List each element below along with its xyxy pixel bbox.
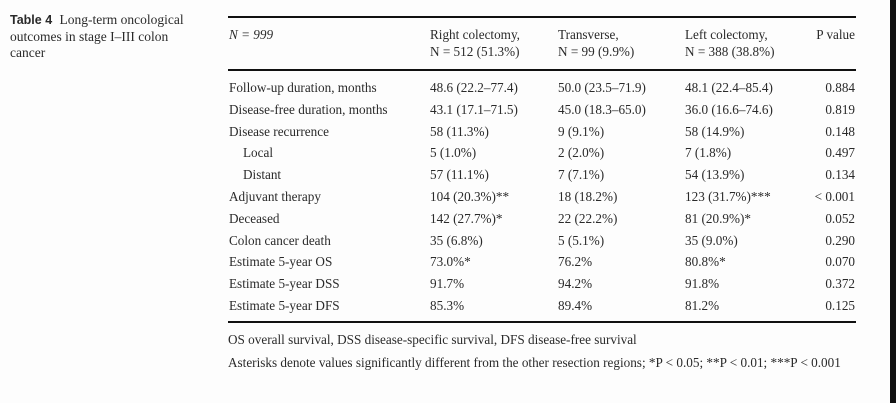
table-title: Long-term oncological outcomes in stage …	[10, 12, 184, 60]
row-label: Disease recurrence	[229, 123, 329, 139]
image-edge	[890, 0, 896, 403]
row-p-value: 0.884	[825, 80, 855, 95]
row-p-value: 0.290	[825, 232, 855, 248]
row-cell: 43.1 (17.1–71.5)	[430, 101, 518, 117]
row-p-value: 0.134	[825, 167, 855, 183]
header-n-total: N = 999	[229, 27, 273, 43]
row-label: Estimate 5-year DSS	[229, 276, 340, 292]
row-p-value: 0.148	[825, 123, 855, 139]
row-cell: 35 (6.8%)	[430, 232, 483, 248]
table-label: Table 4	[10, 13, 53, 27]
row-cell: 57 (11.1%)	[430, 167, 489, 183]
row-cell: 5 (1.0%)	[430, 145, 477, 161]
row-cell: 48.1 (22.4–85.4)	[685, 80, 773, 95]
row-cell: 104 (20.3%)**	[430, 189, 510, 204]
row-cell: 81.2%	[685, 298, 720, 313]
header-transverse: Transverse,	[558, 27, 619, 42]
row-label: Distant	[243, 167, 282, 183]
row-label: Adjuvant therapy	[229, 189, 321, 204]
row-label: Colon cancer death	[229, 232, 331, 248]
row-cell: 76.2%	[558, 254, 593, 270]
top-rule	[228, 16, 856, 18]
row-cell: 94.2%	[558, 276, 593, 292]
header-right-colectomy-n: N = 512 (51.3%)	[430, 44, 520, 59]
row-cell: 91.7%	[430, 276, 465, 292]
header-p-value: P value	[816, 27, 855, 42]
row-label: Disease-free duration, months	[229, 101, 388, 117]
row-cell: 89.4%	[558, 298, 593, 313]
n-total-text: N = 999	[229, 27, 274, 42]
row-cell: 5 (5.1%)	[558, 232, 605, 248]
row-cell: 80.8%*	[685, 254, 726, 270]
row-cell: 81 (20.9%)*	[685, 210, 751, 226]
row-cell: 22 (22.2%)	[558, 210, 618, 226]
row-cell: 50.0 (23.5–71.9)	[558, 80, 646, 95]
row-cell: 7 (7.1%)	[558, 167, 605, 183]
header-transverse-n: N = 99 (9.9%)	[558, 44, 635, 59]
row-cell: 58 (14.9%)	[685, 123, 745, 139]
row-cell: 2 (2.0%)	[558, 145, 605, 161]
row-cell: 73.0%*	[430, 254, 471, 270]
row-p-value: < 0.001	[814, 189, 855, 204]
header-rule	[228, 69, 856, 71]
row-cell: 48.6 (22.2–77.4)	[430, 80, 518, 95]
row-cell: 58 (11.3%)	[430, 123, 489, 139]
row-cell: 36.0 (16.6–74.6)	[685, 101, 773, 117]
row-label: Estimate 5-year DFS	[229, 298, 340, 313]
row-cell: 142 (27.7%)*	[430, 210, 503, 226]
row-cell: 9 (9.1%)	[558, 123, 605, 139]
row-p-value: 0.052	[825, 210, 855, 226]
table-caption: Table 4 Long-term oncological outcomes i…	[10, 12, 200, 62]
row-label: Follow-up duration, months	[229, 80, 377, 95]
header-left-colectomy: Left colectomy,	[685, 27, 768, 42]
row-cell: 91.8%	[685, 276, 720, 292]
row-label: Estimate 5-year OS	[229, 254, 333, 270]
header-left-colectomy-n: N = 388 (38.8%)	[685, 44, 775, 59]
row-cell: 45.0 (18.3–65.0)	[558, 101, 646, 117]
footnote-asterisks: Asterisks denote values significantly di…	[228, 355, 841, 370]
row-cell: 7 (1.8%)	[685, 145, 732, 161]
row-label: Local	[243, 145, 274, 161]
row-cell: 123 (31.7%)***	[685, 189, 771, 204]
row-label: Deceased	[229, 210, 280, 226]
footnote-abbreviations: OS overall survival, DSS disease-specifi…	[228, 332, 637, 347]
row-cell: 35 (9.0%)	[685, 232, 738, 248]
row-p-value: 0.372	[825, 276, 855, 292]
row-cell: 85.3%	[430, 298, 465, 313]
row-cell: 54 (13.9%)	[685, 167, 745, 183]
bottom-rule	[228, 321, 856, 323]
row-p-value: 0.070	[825, 254, 855, 270]
row-p-value: 0.125	[825, 298, 855, 313]
row-p-value: 0.497	[825, 145, 855, 161]
header-right-colectomy: Right colectomy,	[430, 27, 520, 42]
row-p-value: 0.819	[825, 101, 855, 117]
row-cell: 18 (18.2%)	[558, 189, 618, 204]
